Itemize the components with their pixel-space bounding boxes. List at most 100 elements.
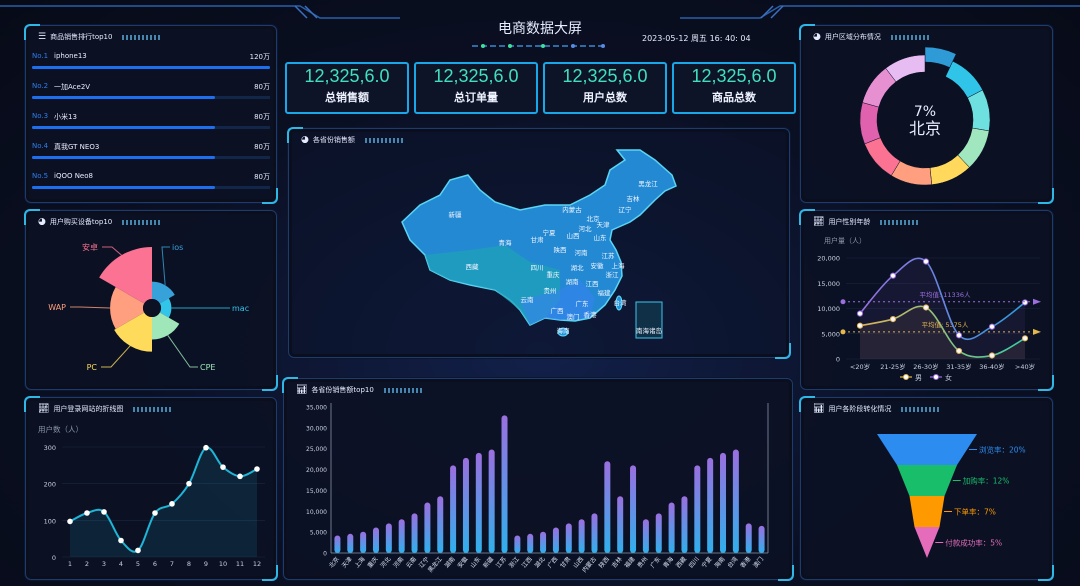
province-label: 新疆: [449, 210, 463, 219]
product-name: 真我GT NEO3: [54, 143, 100, 151]
progress-fill: [32, 156, 216, 159]
data-point: [203, 444, 209, 451]
rose-sector-WAP: [110, 287, 145, 329]
title-text: 各省份销售额top10: [311, 386, 374, 394]
ranking-item: No.4 真我GT NEO3 80万: [32, 142, 270, 172]
x-tick-label: 4: [119, 560, 123, 568]
title-text: 用户区域分布情况: [824, 33, 881, 41]
bar-重庆: [372, 527, 379, 553]
decoration: [122, 219, 163, 225]
kpi-value: 12,325,6.0: [304, 66, 390, 86]
bar-广东: [655, 513, 662, 553]
label-line: [167, 335, 198, 368]
data-point: [955, 347, 963, 355]
kpi-total-sales: 12,325,6.0 总销售额: [285, 62, 409, 114]
bar-湖北: [540, 531, 547, 553]
region-south: [520, 280, 595, 325]
south-sea-label: 南海诸岛: [636, 326, 662, 335]
panel-title: ◕ 用户购买设备top10: [38, 217, 163, 227]
x-tick-label: 11: [236, 560, 244, 568]
title-text: 商品销售排行top10: [50, 33, 113, 41]
progress-track: [32, 156, 270, 159]
province-label: 河南: [575, 248, 589, 257]
panel-title: ◕ 各省份销售额: [301, 135, 405, 145]
data-point: [922, 258, 930, 265]
kpi-label: 总订单量: [454, 91, 498, 104]
area-fill: [70, 447, 257, 557]
ranking-item: No.5 iQOO Neo8 80万: [32, 172, 270, 202]
bar-chart-icon: 📊︎: [296, 385, 308, 395]
kpi-value: 12,325,6.0: [562, 66, 648, 86]
bar-北京: [334, 535, 341, 553]
header-decoration: [0, 5, 1080, 48]
x-tick-label: 2: [85, 560, 89, 568]
data-point: [988, 323, 996, 330]
product-name: 小米13: [54, 113, 77, 121]
average-arrow: [1033, 298, 1041, 305]
funnel-label: 浏览率：20%: [979, 445, 1026, 455]
x-tick-label: 8: [187, 560, 191, 568]
legend-marker: [903, 374, 909, 380]
bar-福建: [630, 465, 637, 553]
bar-香港: [745, 523, 752, 553]
bar-安徽: [462, 457, 469, 553]
progress-track: [32, 126, 270, 129]
panel-title: ◕ 用户区域分布情况: [813, 32, 931, 42]
data-point: [118, 537, 124, 544]
bar-云南: [411, 513, 418, 553]
decoration: [880, 219, 921, 225]
map-shapes[interactable]: [401, 149, 677, 337]
province-label: 河北: [579, 225, 593, 233]
data-point: [889, 316, 897, 323]
x-tick-label: 12: [253, 560, 261, 568]
data-point: [220, 464, 226, 470]
product-name: iQOO Neo8: [54, 172, 93, 180]
title-text: 用户购买设备top10: [49, 218, 113, 226]
rose-sector-安卓: [99, 247, 152, 304]
decoration: [383, 387, 424, 393]
province-label: 青海: [499, 238, 513, 247]
hainan-island: [557, 327, 569, 337]
rank-number: No.5: [32, 172, 49, 180]
label-line: [102, 246, 122, 256]
kpi-label: 总销售额: [325, 91, 369, 104]
province-label: 重庆: [547, 270, 561, 279]
province-label: 湖南: [566, 277, 580, 286]
line-chart-icon: 📈︎: [38, 404, 50, 414]
y-tick-label: 20,000: [817, 255, 840, 263]
bar-上海: [360, 531, 367, 553]
bar-台湾: [732, 449, 739, 553]
decoration: [122, 34, 163, 40]
province-label: 湖北: [571, 263, 585, 272]
center-value: 7%: [914, 104, 936, 120]
average-label: 平均值: 11336人: [920, 290, 971, 299]
data-point: [101, 509, 107, 515]
data-point: [856, 310, 864, 317]
data-point: [152, 510, 158, 516]
data-point: [1021, 335, 1029, 342]
data-point: [1021, 299, 1029, 306]
donut-slice: [924, 46, 957, 68]
panel-title: 📈︎ 用户性别年龄: [813, 217, 921, 227]
page-title: 电商数据大屏: [498, 21, 582, 37]
province-label: 广东: [576, 299, 590, 308]
funnel-segment: [914, 527, 940, 558]
progress-track: [32, 96, 270, 99]
x-tick-label: <20岁: [850, 362, 870, 371]
bar-澳门: [758, 525, 765, 553]
ranking-item: No.1 iphone13 120万: [32, 52, 270, 82]
bar-黑龙江: [437, 496, 444, 553]
rose-label: CPE: [200, 363, 215, 372]
rank-number: No.4: [32, 142, 49, 150]
y-tick-label: 300: [44, 444, 56, 452]
title-text: 用户性别年龄: [828, 218, 871, 226]
kpi-label: 用户总数: [583, 91, 627, 104]
funnel-segment: [897, 465, 957, 496]
y-axis-label: 用户量（人）: [824, 236, 866, 245]
province-label: 江苏: [602, 251, 616, 260]
province-label: 山东: [594, 233, 608, 242]
panel-title: 📊︎ 用户各阶段转化情况: [813, 404, 942, 414]
